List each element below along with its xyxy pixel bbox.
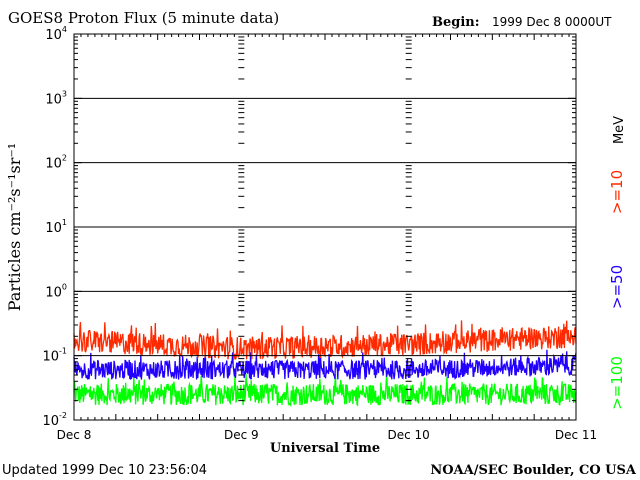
y-axis-label: Particles cm⁻²s⁻¹sr⁻¹ bbox=[5, 143, 24, 311]
chart-title: GOES8 Proton Flux (5 minute data) bbox=[8, 9, 279, 27]
y-tick-label: 104 bbox=[45, 25, 67, 43]
unit-label: MeV bbox=[612, 116, 627, 144]
updated-timestamp: Updated 1999 Dec 10 23:56:04 bbox=[2, 463, 207, 478]
tick-layer bbox=[74, 33, 576, 421]
y-tick-label: 10-1 bbox=[42, 347, 67, 365]
begin-value: 1999 Dec 8 0000UT bbox=[492, 15, 612, 29]
begin-label: Begin: bbox=[432, 15, 480, 30]
y-tick-label: 102 bbox=[45, 154, 67, 172]
x-tick-label: Dec 10 bbox=[388, 428, 430, 442]
y-tick-label: 10-2 bbox=[42, 411, 67, 429]
credit-text: NOAA/SEC Boulder, CO USA bbox=[430, 463, 637, 478]
y-tick-label: 100 bbox=[45, 282, 67, 300]
series-line-ge10 bbox=[73, 320, 577, 360]
x-tick-label: Dec 8 bbox=[57, 428, 92, 442]
y-tick-label: 101 bbox=[45, 218, 67, 236]
series-layer bbox=[73, 320, 577, 408]
legend-entry-ge10: >=10 bbox=[608, 170, 626, 214]
y-tick-label: 103 bbox=[45, 89, 67, 107]
x-axis-label: Universal Time bbox=[270, 441, 380, 456]
legend-entry-ge100: >=100 bbox=[608, 356, 626, 410]
grid-layer bbox=[74, 36, 576, 402]
legend-entry-ge50: >=50 bbox=[608, 265, 626, 309]
x-tick-label: Dec 9 bbox=[224, 428, 259, 442]
series-line-ge100 bbox=[73, 373, 577, 408]
x-tick-label: Dec 11 bbox=[555, 428, 597, 442]
series-line-ge50 bbox=[73, 349, 577, 381]
